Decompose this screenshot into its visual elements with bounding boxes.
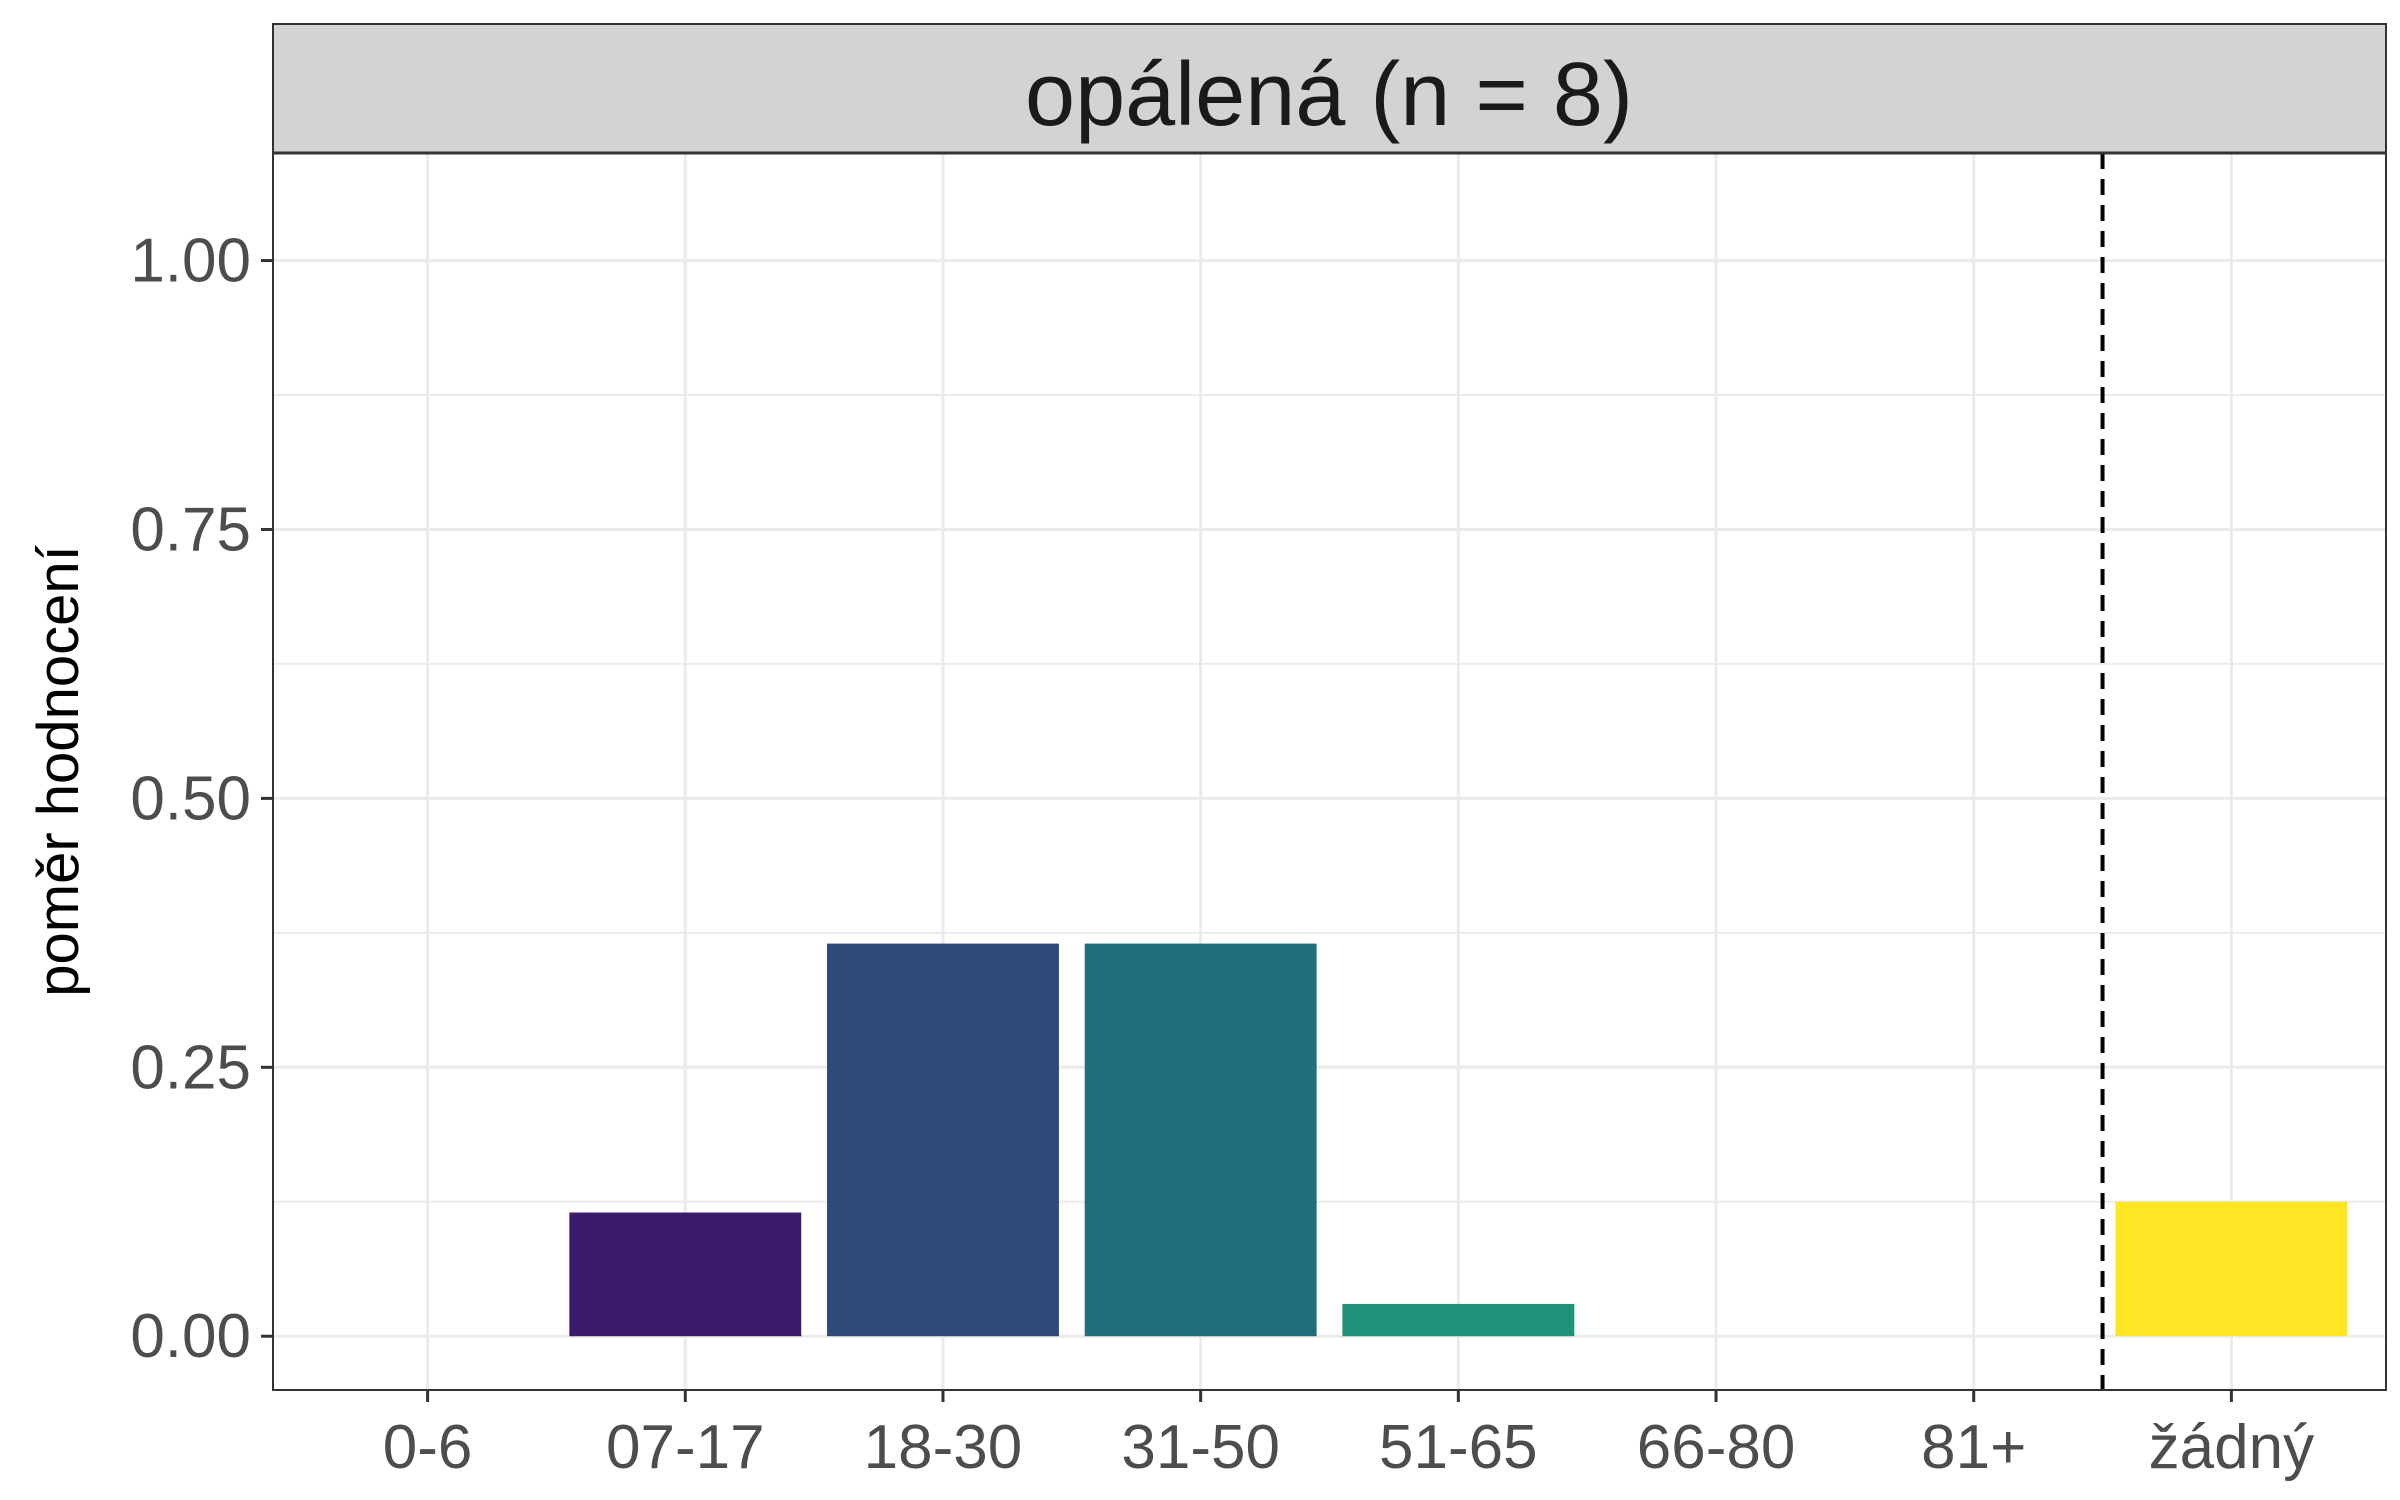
bar-51-65 [1342,1303,1575,1337]
bars [569,943,2348,1337]
y-tick-label: 1.00 [130,227,251,296]
x-tick-label: 18-30 [864,1413,1023,1482]
x-tick-label: 81+ [1921,1413,2026,1482]
x-tick-label: 07-17 [606,1413,765,1482]
facet-strip [272,23,2387,154]
y-axis-title: poměr hodnocení [26,545,91,996]
bar-žádný [2115,1201,2348,1337]
x-tick-label: 66-80 [1637,1413,1796,1482]
x-tick-label: 51-65 [1379,1413,1538,1482]
bar-18-30 [827,943,1059,1337]
y-tick-label: 0.25 [130,1033,251,1102]
facet-title: opálená (n = 8) [1025,45,1633,145]
bar-31-50 [1084,943,1317,1337]
y-tick-label: 0.00 [130,1302,251,1371]
panel-background [273,153,2386,1390]
x-axis: 0-6 07-17 18-30 31-50 51-65 66-80 81+ žádný [383,1390,2314,1482]
y-tick-label: 0.50 [130,764,251,833]
x-tick-label: 0-6 [383,1413,473,1482]
y-tick-label: 0.75 [130,495,251,564]
bar-07-17 [569,1212,802,1337]
minor-gridlines [273,394,2386,1203]
x-tick-label: žádný [2149,1413,2314,1482]
y-axis: 0.00 0.25 0.50 0.75 1.00 [130,227,273,1371]
x-tick-label: 31-50 [1121,1413,1280,1482]
